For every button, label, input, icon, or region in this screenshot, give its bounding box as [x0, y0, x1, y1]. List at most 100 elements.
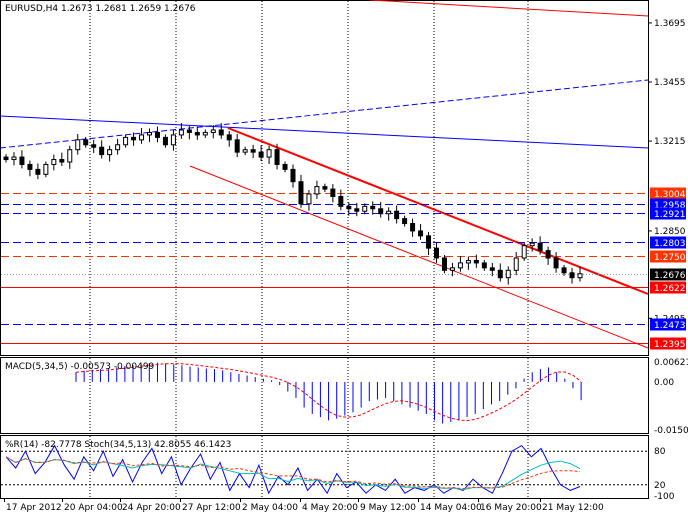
time-tick-label: 14 May 04:00 — [420, 503, 482, 513]
candle-body — [306, 193, 312, 205]
candle-body — [35, 168, 41, 175]
price-tick-label: 1.3695 — [654, 19, 686, 29]
level-tag-bg — [650, 268, 686, 281]
candle-body — [154, 131, 160, 138]
candle-body — [19, 156, 25, 165]
time-tick-label: 17 Apr 2012 — [6, 503, 62, 513]
price-levels — [1, 193, 648, 344]
level-tag-bg — [650, 281, 686, 294]
candle-body — [258, 151, 264, 158]
candle-body — [51, 159, 57, 165]
macd-axis: 0.00621 0.00 -0.01502 — [654, 358, 688, 436]
candle-body — [178, 129, 184, 136]
candle-body — [434, 247, 439, 259]
level-tag-bg — [650, 318, 686, 331]
macd-histogram — [75, 362, 582, 424]
candle-body — [202, 131, 208, 136]
macd-tick-label: 0.00621 — [654, 358, 688, 368]
oscillator-plot-frame — [0, 435, 649, 499]
candle-body — [426, 235, 432, 249]
blue-trendline-rising — [0, 79, 649, 149]
candle-body — [91, 144, 97, 148]
candle-body — [418, 230, 424, 237]
candle-body — [545, 250, 551, 259]
time-tick-label: 21 May 12:00 — [542, 503, 604, 513]
red-channel-upper — [227, 127, 649, 295]
candle-body — [481, 262, 487, 269]
candle-body — [43, 163, 49, 175]
candle-body — [290, 168, 296, 183]
candle-body — [529, 242, 535, 247]
candle-body — [513, 257, 519, 271]
oscillator-tick-label: -100 — [654, 492, 675, 502]
candle-body — [194, 131, 200, 136]
candle-body — [410, 223, 416, 232]
williams-r-line — [5, 444, 581, 495]
level-tag-text: 1.2750 — [654, 253, 686, 263]
candle-body — [250, 149, 256, 153]
blue-trendline-flat — [0, 115, 649, 149]
level-tag-text: 1.2473 — [654, 321, 686, 331]
candle-body — [3, 156, 9, 161]
oscillator-label: %R(14) -82.7778 Stoch(34,5,13) 42.8055 4… — [5, 440, 231, 450]
time-tick-label: 4 May 20:00 — [302, 503, 358, 513]
level-tag-bg — [650, 187, 686, 200]
time-tick-label: 2 May 04:00 — [242, 503, 298, 513]
level-tag-text: 1.3004 — [654, 190, 686, 200]
candle-body — [505, 269, 511, 279]
candle-body — [11, 156, 17, 161]
candle-body — [218, 129, 224, 136]
candle-body — [210, 129, 216, 133]
price-tick-label: 1.2850 — [654, 227, 686, 237]
candle-body — [473, 259, 479, 264]
candle-body — [75, 139, 81, 151]
main-plot-frame — [0, 0, 649, 356]
candle-body — [67, 149, 73, 163]
candle-body — [402, 218, 408, 225]
oscillator-tick-label: 20 — [654, 481, 666, 491]
candle-body — [226, 134, 232, 141]
oscillator-axis: 80 20-100 — [654, 447, 675, 502]
price-tick-label: 1.3455 — [654, 78, 686, 88]
candle-body — [561, 267, 567, 274]
candle-body — [147, 131, 152, 136]
candle-body — [330, 188, 336, 197]
candle-body — [266, 149, 272, 158]
red-channel-lower — [189, 165, 649, 349]
candle-body — [282, 163, 288, 170]
candle-body — [362, 205, 368, 212]
stoch-signal-line — [5, 456, 581, 490]
candle-body — [521, 245, 527, 259]
candle-body — [553, 257, 559, 269]
level-tag-bg — [650, 207, 686, 220]
candle-body — [131, 136, 137, 141]
candle-body — [449, 267, 455, 271]
level-tag-bg — [650, 250, 686, 263]
candle-body — [577, 273, 583, 279]
time-tick-label: 27 Apr 12:00 — [182, 503, 241, 513]
level-tag-text: 1.2676 — [654, 271, 686, 281]
candle-body — [186, 129, 192, 133]
level-tag-text: 1.2958 — [654, 201, 686, 211]
macd-tick-label: 0.00 — [654, 378, 674, 388]
candle-body — [298, 181, 304, 205]
candle-body — [394, 210, 400, 220]
candle-body — [242, 149, 248, 153]
candle-body — [457, 262, 463, 269]
candle-body — [59, 159, 65, 163]
trendlines — [0, 0, 649, 349]
candle-body — [465, 259, 471, 264]
time-tick-label: 24 Apr 20:00 — [122, 503, 181, 513]
level-tag-bg — [650, 236, 686, 249]
macd-signal-line — [75, 363, 582, 422]
level-tag-text: 1.2395 — [654, 340, 686, 350]
candle-body — [489, 267, 495, 271]
candle-body — [441, 257, 447, 271]
candle-body — [115, 144, 121, 151]
oscillator-lines — [1, 444, 648, 495]
candle-body — [314, 186, 320, 195]
candle-body — [386, 210, 392, 215]
time-tick-label: 16 May 20:00 — [480, 503, 542, 513]
time-axis: 17 Apr 2012 20 Apr 04:00 24 Apr 20:00 27 Ap… — [4, 498, 604, 513]
